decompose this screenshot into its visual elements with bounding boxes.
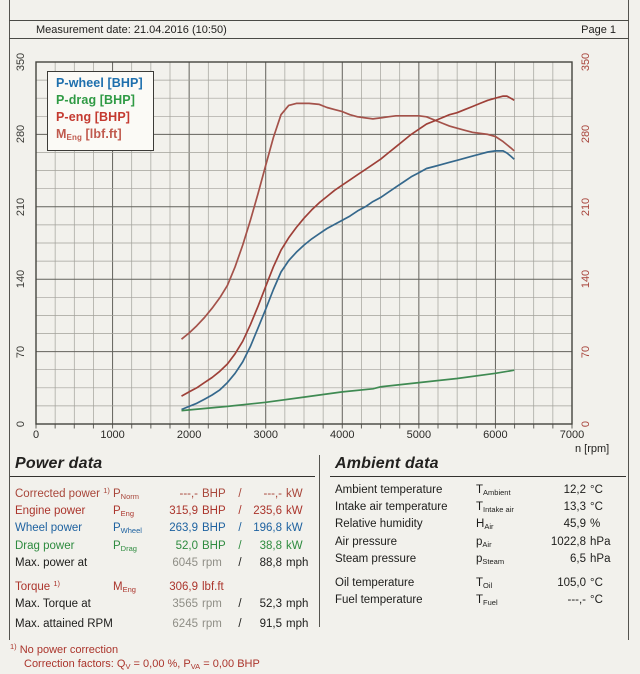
legend-item-p-wheel: P-wheel [BHP] [56,76,143,90]
row-drag-power: Drag power PDrag 52,0 BHP / 38,8 kW [15,539,303,553]
row-oil-temperature: Oil temperature TOil 105,0 °C [335,577,603,591]
power-data-panel: Power data Corrected power 1) PNorm ---,… [10,455,315,674]
curve-p-eng [181,95,515,397]
y-right-tick-label: 140 [580,270,592,289]
ambient-data-panel: Ambient data Ambient temperature TAmbien… [330,455,626,610]
page-border-right [628,0,629,640]
ambient-data-title: Ambient data [330,455,626,477]
footnote-no-correction: 1) No power correction [10,641,119,656]
curve-p-wheel [181,150,515,411]
power-data-rows: Corrected power 1) PNorm ---,- BHP / ---,… [10,483,315,674]
row-air-pressure: Air pressure pAir 1022,8 hPa [335,535,611,549]
chart-legend: P-wheel [BHP] P-drag [BHP] P-eng [BHP] M… [47,71,154,151]
header-bar: Measurement date: 21.04.2016 (10:50) Pag… [9,20,629,39]
row-engine-power: Engine power PEng 315,9 BHP / 235,6 kW [15,505,303,519]
curve-m-eng [180,102,515,340]
ambient-data-rows: Ambient temperature TAmbient 12,2 °C Inta… [330,483,626,610]
y-right-tick-label: 280 [580,125,592,144]
row-relative-humidity: Relative humidity HAir 45,9% [335,518,601,532]
legend-item-p-drag: P-drag [BHP] [56,93,135,107]
measurement-date: Measurement date: 21.04.2016 (10:50) [36,23,227,36]
x-tick-label: 3000 [253,429,278,441]
y-left-tick-label: 0 [15,420,27,428]
y-left-tick-label: 140 [15,270,27,289]
row-ambient-temperature: Ambient temperature TAmbient 12,2 °C [335,484,603,497]
y-left-tick-label: 70 [15,345,27,358]
x-tick-label: 5000 [406,429,432,441]
row-fuel-temperature: Fuel temperature TFuel ---,- °C [335,594,603,608]
legend-item-m-eng: MEng [lbf.ft] [56,127,122,142]
row-max-torque-at: Max. Torque at 3565 rpm / 52,3 mph [15,598,309,611]
row-wheel-power: Wheel power PWheel 263,9 BHP / 196,8 kW [15,522,303,536]
page-number: Page 1 [581,23,616,36]
row-max-attained-rpm: Max. attained RPM 6245 rpm / 91,5 mph [15,618,309,631]
row-steam-pressure: Steam pressure pSteam 6,5 hPa [335,552,611,566]
legend-item-p-eng: P-eng [BHP] [56,110,131,124]
x-tick-label: 6000 [483,429,508,441]
power-data-title: Power data [10,455,315,477]
row-max-power-at: Max. power at 6045 rpm / 88,8 mph [15,556,309,569]
row-intake-air-temperature: Intake air temperature TIntake air 13,3 °… [335,501,603,515]
y-right-tick-label: 350 [580,52,592,72]
panel-divider [319,455,320,627]
page-border-left [9,0,10,640]
row-torque: Torque 1) MEng 306,9 lbf.ft [15,579,224,595]
row-corrected-power: Corrected power 1) PNorm ---,- BHP / ---,… [15,486,303,501]
footnote-correction-factors: Correction factors: QV = 0,00 %, PVA = 0… [24,657,260,671]
x-tick-label: 0 [32,429,40,441]
y-left-tick-label: 210 [15,197,27,216]
plot-border [35,61,573,425]
y-right-tick-label: 70 [580,345,592,358]
x-axis-title: n [rpm] [575,443,610,455]
chart-canvas [35,61,573,429]
y-left-tick-label: 280 [15,125,27,144]
x-tick-label: 2000 [176,429,202,441]
y-left-tick-label: 350 [15,52,27,72]
x-tick-label: 7000 [559,429,585,441]
curve-p-drag [181,369,515,412]
x-tick-label: 1000 [100,429,125,441]
dyno-chart: 0 1000 2000 3000 4000 5000 6000 7000 0 70 140 210 28… [0,44,640,456]
x-tick-label: 4000 [330,429,355,441]
y-right-tick-label: 210 [580,197,592,216]
y-right-tick-label: 0 [580,420,592,428]
